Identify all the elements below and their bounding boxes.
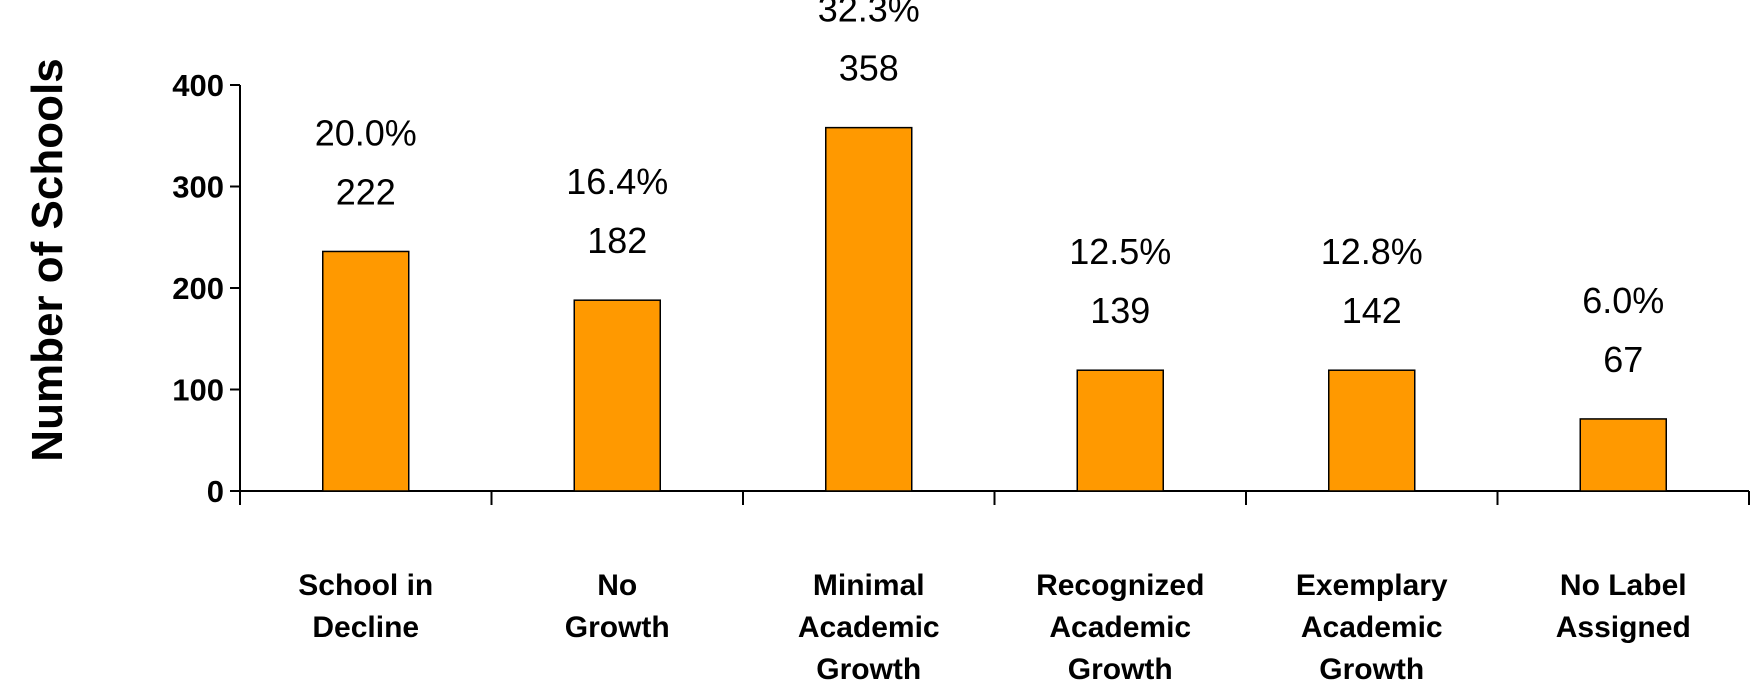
percent-label: 32.3% xyxy=(818,0,920,30)
axes: 0 100 200 300 400 xyxy=(172,68,1750,509)
value-label: 139 xyxy=(1090,290,1150,331)
category-label: Growth xyxy=(1319,653,1424,686)
bar xyxy=(1579,418,1667,492)
category-label: Growth xyxy=(565,611,670,644)
percent-label: 16.4% xyxy=(566,161,668,202)
y-tick-label: 100 xyxy=(172,373,224,408)
category-label: No Label xyxy=(1560,569,1687,602)
value-label: 142 xyxy=(1342,290,1402,331)
category-label: Growth xyxy=(1068,653,1173,686)
percent-label: 20.0% xyxy=(315,112,417,153)
category-label: Recognized xyxy=(1036,569,1204,602)
value-label: 182 xyxy=(587,220,647,261)
category-label: Assigned xyxy=(1556,611,1691,644)
bar xyxy=(322,250,410,492)
category-labels: School in Decline No Growth Minimal Academic G… xyxy=(298,569,1691,686)
category-label: No xyxy=(597,569,637,602)
category-label: Decline xyxy=(312,611,419,644)
value-label: 358 xyxy=(839,48,899,89)
y-axis-title: Number of Schools xyxy=(23,58,72,461)
percent-label: 6.0% xyxy=(1582,280,1664,321)
y-tick-label: 300 xyxy=(172,170,224,205)
value-label: 67 xyxy=(1603,339,1643,380)
category-label: Growth xyxy=(816,653,921,686)
category-label: Academic xyxy=(1301,611,1443,644)
data-labels: 20.0% 222 16.4% 182 32.3% 358 12.5% 139 12.8% 142… xyxy=(315,0,1665,380)
category-label: Academic xyxy=(798,611,940,644)
bar xyxy=(573,299,661,492)
category-label: Academic xyxy=(1049,611,1191,644)
y-tick-label: 0 xyxy=(207,474,224,509)
percent-label: 12.5% xyxy=(1069,231,1171,272)
bar xyxy=(825,126,913,492)
bars xyxy=(322,126,1667,492)
category-label: School in xyxy=(298,569,433,602)
value-label: 222 xyxy=(336,171,396,212)
category-label: Exemplary xyxy=(1296,569,1448,602)
bar xyxy=(1076,369,1164,492)
y-tick-label: 200 xyxy=(172,271,224,306)
y-tick-label: 400 xyxy=(172,68,224,103)
bar xyxy=(1328,369,1416,492)
category-label: Minimal xyxy=(813,569,925,602)
percent-label: 12.8% xyxy=(1321,231,1423,272)
